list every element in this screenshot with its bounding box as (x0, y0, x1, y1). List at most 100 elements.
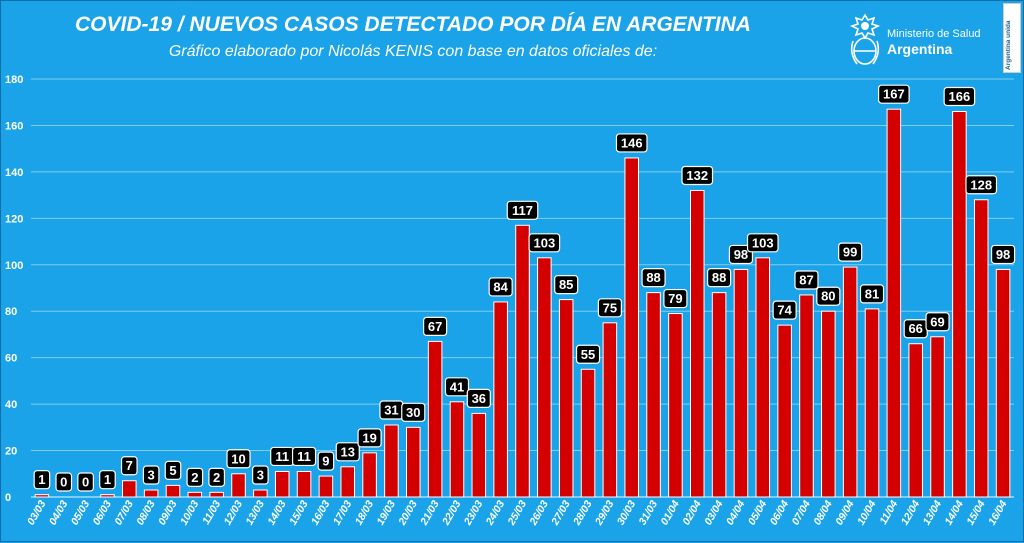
bar (318, 475, 334, 498)
x-tick-label: 28/03 (571, 498, 595, 528)
x-tick-label: 11/03 (200, 498, 223, 526)
bar (908, 343, 923, 498)
svg-text:2: 2 (213, 470, 220, 485)
logo-line2: Argentina (887, 41, 953, 57)
data-label: 41 (444, 377, 470, 397)
x-tick-label: 03/04 (702, 498, 726, 527)
svg-text:19: 19 (362, 430, 376, 445)
data-label: 7 (120, 456, 138, 476)
bar (602, 322, 618, 498)
data-label: 166 (943, 86, 976, 107)
x-tick-label: 06/04 (768, 498, 792, 527)
bar (799, 294, 814, 498)
svg-text:88: 88 (712, 270, 726, 285)
svg-text:103: 103 (533, 235, 555, 250)
data-label: 74 (772, 300, 797, 320)
data-label: 98 (728, 244, 754, 265)
bar (406, 426, 421, 498)
svg-text:0: 0 (82, 475, 89, 490)
svg-text:13: 13 (341, 444, 355, 459)
bar (886, 108, 902, 498)
bar (711, 292, 727, 498)
x-tick-label: 29/03 (592, 498, 616, 528)
data-label: 55 (575, 344, 601, 364)
data-label: 69 (925, 312, 950, 332)
data-label: 117 (506, 200, 539, 220)
data-label: 5 (164, 460, 182, 480)
x-tick-label: 16/03 (309, 498, 333, 527)
svg-text:166: 166 (949, 89, 971, 104)
y-tick-label: 20 (5, 446, 17, 458)
data-label: 88 (706, 268, 732, 288)
data-label: 67 (423, 316, 448, 337)
data-label: 103 (746, 233, 779, 253)
y-tick-label: 40 (5, 399, 17, 411)
svg-text:81: 81 (865, 286, 879, 301)
data-label: 128 (965, 175, 998, 195)
svg-text:31: 31 (384, 403, 398, 418)
data-label: 98 (990, 244, 1016, 265)
svg-text:98: 98 (734, 247, 748, 262)
x-tick-label: 13/03 (243, 498, 267, 527)
x-tick-label: 03/03 (25, 498, 49, 527)
data-label: 11 (291, 446, 317, 467)
x-tick-label: 24/03 (483, 498, 507, 528)
chart-title: COVID-19 / NUEVOS CASOS DETECTADO POR DÍ… (75, 13, 751, 36)
data-label: 11 (270, 446, 295, 467)
x-tick-label: 15/03 (287, 498, 311, 527)
x-tick-label: 06/03 (91, 498, 115, 527)
x-tick-label: 04/03 (47, 498, 71, 527)
svg-text:88: 88 (646, 270, 660, 285)
svg-text:2: 2 (191, 470, 198, 485)
data-label: 36 (466, 388, 491, 408)
x-tick-label: 14/04 (942, 498, 966, 527)
x-tick-label: 09/04 (833, 498, 857, 527)
svg-text:79: 79 (668, 291, 682, 306)
svg-text:75: 75 (603, 300, 617, 315)
x-tick-label: 02/04 (680, 498, 704, 527)
logo-line1: Ministerio de Salud (887, 28, 981, 40)
data-label: 31 (379, 400, 404, 420)
x-tick-label: 12/03 (222, 498, 246, 527)
bar (515, 224, 530, 498)
svg-text:98: 98 (996, 247, 1010, 262)
ministerio-logo: Ministerio de Salud Argentina (847, 11, 987, 67)
data-label: 0 (77, 472, 94, 492)
x-tick-label: 30/03 (615, 498, 639, 527)
svg-text:99: 99 (843, 245, 857, 260)
svg-text:41: 41 (450, 379, 464, 394)
data-label: 80 (816, 286, 841, 306)
svg-text:5: 5 (169, 463, 176, 478)
svg-text:80: 80 (821, 289, 835, 304)
data-label: 0 (55, 472, 73, 492)
svg-text:84: 84 (493, 279, 508, 294)
bar (143, 489, 159, 498)
y-tick-label: 180 (5, 74, 23, 86)
x-tick-label: 05/03 (69, 498, 93, 527)
data-label: 167 (878, 84, 910, 104)
bar (930, 336, 945, 498)
x-tick-label: 12/04 (899, 498, 923, 527)
data-label: 19 (357, 428, 382, 448)
svg-text:1: 1 (38, 472, 45, 487)
x-tick-label: 27/03 (549, 498, 573, 528)
data-label: 2 (186, 467, 204, 487)
svg-text:55: 55 (581, 347, 595, 362)
data-label: 84 (488, 277, 513, 297)
y-tick-label: 100 (5, 260, 23, 272)
data-label: 103 (528, 233, 561, 253)
bar (209, 491, 224, 498)
bar (449, 401, 465, 498)
bar (427, 340, 443, 498)
svg-text:87: 87 (799, 272, 813, 287)
svg-text:10: 10 (231, 451, 245, 466)
svg-text:146: 146 (621, 135, 643, 150)
bar (384, 424, 399, 498)
data-label: 87 (794, 270, 819, 290)
x-tick-label: 16/04 (986, 498, 1010, 527)
x-tick-label: 07/03 (112, 498, 136, 527)
x-tick-label: 17/03 (331, 498, 355, 527)
x-tick-label: 20/03 (396, 498, 420, 528)
data-label: 81 (859, 284, 885, 304)
bar (122, 480, 137, 498)
